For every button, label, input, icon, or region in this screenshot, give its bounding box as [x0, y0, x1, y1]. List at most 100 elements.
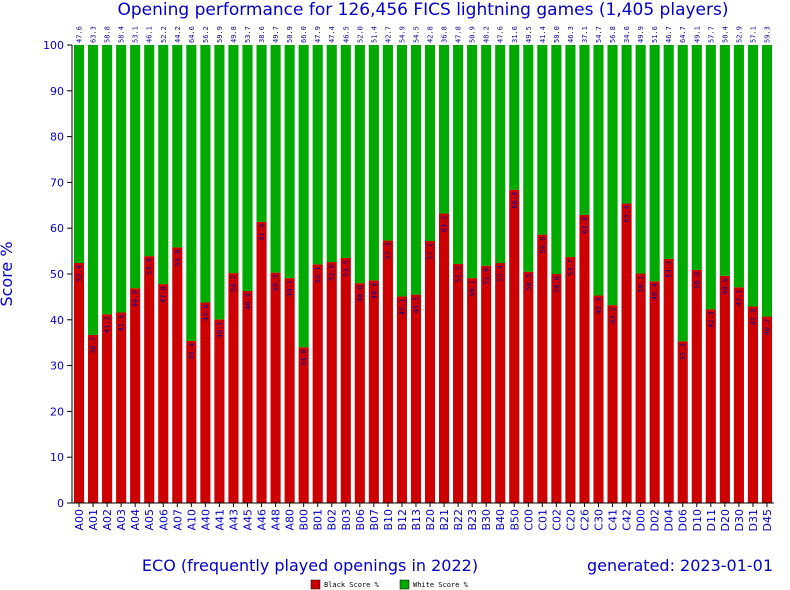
bar-black — [88, 334, 99, 503]
data-label-black: 52.4 — [76, 265, 84, 282]
bar-black — [256, 221, 267, 503]
x-tick-label: C00 — [522, 509, 535, 531]
data-label-white: 66.0 — [300, 26, 308, 43]
bar-white — [691, 45, 702, 270]
data-label-black: 58.6 — [539, 237, 547, 254]
data-label-black: 51.8 — [483, 268, 491, 285]
data-label-white: 49.7 — [272, 26, 280, 43]
bar-white — [663, 45, 674, 259]
data-label-white: 42.7 — [384, 26, 392, 43]
data-label-black: 63.2 — [441, 216, 449, 233]
data-label-white: 57.7 — [707, 26, 715, 43]
data-label-black: 49.6 — [721, 278, 729, 295]
bar-black — [354, 283, 365, 503]
x-tick-label: B23 — [466, 509, 479, 531]
x-tick-label: A10 — [185, 509, 198, 531]
x-tick-label: D00 — [635, 509, 648, 531]
chart-title: Opening performance for 126,456 FICS lig… — [118, 0, 729, 20]
bar-white — [382, 45, 393, 241]
x-tick-label: D30 — [733, 509, 746, 531]
bar-white — [677, 45, 688, 342]
x-tick-label: B06 — [354, 509, 367, 531]
x-tick-label: B07 — [368, 509, 381, 531]
data-label-black: 65.4 — [623, 205, 631, 222]
bar-white — [551, 45, 562, 274]
x-tick-label: B30 — [480, 509, 493, 531]
data-label-black: 48.6 — [370, 282, 378, 299]
x-tick-label: C01 — [536, 509, 549, 531]
data-label-black: 52.4 — [497, 265, 505, 282]
data-label-black: 53.3 — [665, 261, 673, 278]
data-label-white: 53.7 — [244, 26, 252, 43]
x-tick-label: B01 — [312, 509, 325, 531]
data-label-white: 64.6 — [188, 26, 196, 43]
x-tick-label: A01 — [87, 509, 100, 531]
data-label-black: 43.2 — [609, 307, 617, 324]
x-tick-label: A40 — [199, 509, 212, 531]
bar-white — [214, 45, 225, 320]
bar-white — [424, 45, 436, 242]
data-label-white: 47.8 — [455, 26, 463, 43]
bar-white — [467, 45, 478, 279]
data-label-black: 57.2 — [427, 243, 435, 260]
x-tick-label: A46 — [256, 509, 269, 531]
data-label-white: 54.5 — [412, 26, 420, 43]
x-tick-label: B20 — [424, 509, 437, 531]
bar-black — [747, 306, 758, 503]
data-label-white: 41.4 — [539, 26, 547, 43]
generated-footer: generated: 2023-01-01 — [587, 556, 773, 575]
legend-swatch-white — [399, 579, 410, 590]
data-label-white: 51.6 — [651, 26, 659, 43]
data-label-black: 46.3 — [244, 293, 252, 310]
bar-black — [186, 340, 197, 503]
x-tick-label: B13 — [410, 509, 423, 531]
bar-black — [172, 247, 183, 503]
x-tick-label: C42 — [621, 509, 634, 531]
x-tick-label: B21 — [438, 509, 451, 531]
data-label-white: 51.4 — [370, 26, 378, 43]
data-label-black: 50.2 — [230, 275, 238, 292]
data-label-black: 52.1 — [314, 266, 322, 283]
bar-white — [270, 45, 281, 273]
data-label-white: 49.1 — [693, 26, 701, 43]
bar-black — [424, 241, 436, 504]
y-tick-label: 100 — [43, 39, 64, 52]
data-label-white: 50.9 — [469, 26, 477, 43]
x-tick-label: A07 — [171, 509, 184, 531]
bar-white — [228, 45, 239, 274]
bar-white — [256, 45, 267, 222]
x-tick-label: B40 — [494, 509, 507, 531]
bar-black — [242, 290, 253, 503]
bar-black — [144, 256, 155, 503]
bar-white — [537, 45, 548, 235]
bar-white — [73, 45, 85, 264]
bar-white — [88, 45, 99, 335]
bar-black — [200, 302, 211, 503]
bar-white — [495, 45, 506, 264]
bar-white — [509, 45, 520, 190]
data-label-black: 46.9 — [132, 290, 140, 307]
bar-white — [312, 45, 323, 265]
data-label-black: 50.3 — [272, 275, 280, 292]
bar-black — [579, 214, 590, 503]
bar-black — [523, 271, 534, 503]
bar-black — [410, 294, 422, 503]
bar-white — [747, 45, 758, 307]
x-tick-label: B50 — [508, 509, 521, 531]
bar-white — [705, 45, 716, 310]
data-label-black: 52.6 — [328, 264, 336, 281]
x-tick-label: D06 — [677, 509, 690, 531]
bar-white — [298, 45, 309, 348]
data-label-white: 63.3 — [90, 26, 98, 43]
legend-swatch-black — [310, 579, 321, 590]
bar-white — [635, 45, 646, 274]
data-label-white: 59.9 — [216, 26, 224, 43]
data-label-black: 50.0 — [553, 276, 561, 293]
data-label-white: 57.1 — [749, 26, 757, 43]
x-tick-label: B22 — [452, 509, 465, 531]
bar-black — [509, 189, 520, 503]
x-tick-label: A80 — [284, 509, 297, 531]
data-label-black: 42.3 — [707, 311, 715, 328]
bar-white — [733, 45, 744, 288]
